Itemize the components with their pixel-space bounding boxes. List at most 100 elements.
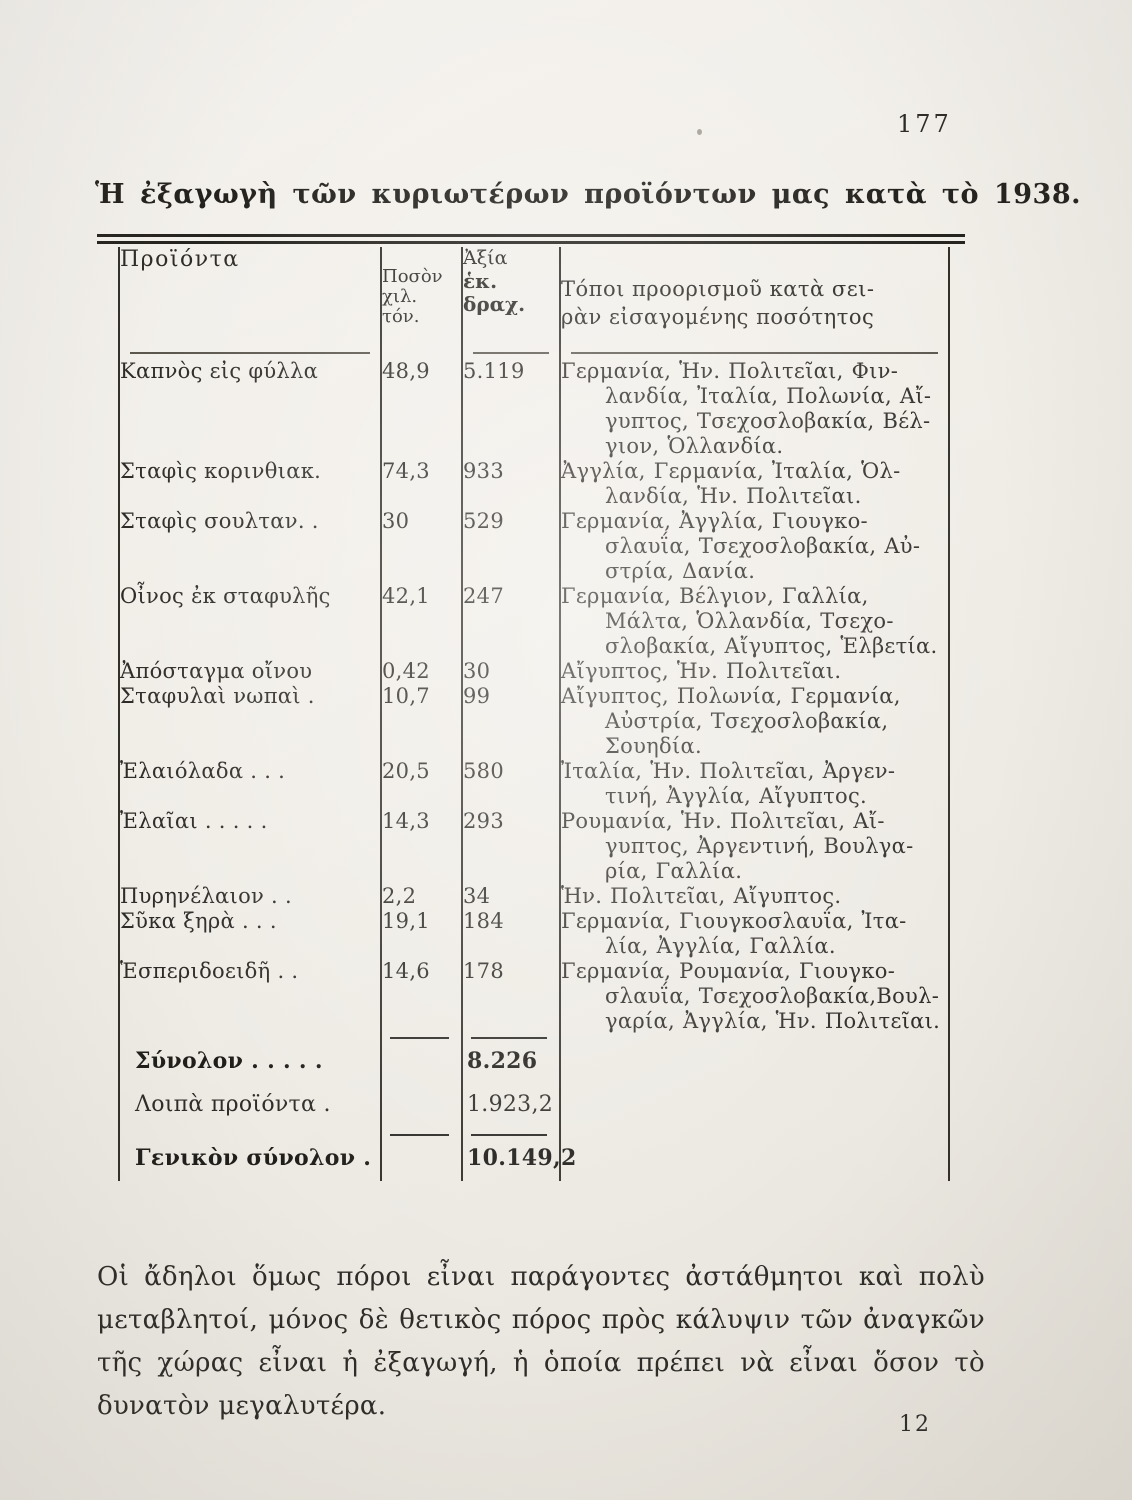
table-row-olives: Ἐλαῖαι . . . . . 14,3 293 Ρουμανία, Ἡν. … xyxy=(119,809,950,884)
table-row-wine: Οἶνος ἐκ σταφυλῆς 42,1 247 Γερμανία, Βέλ… xyxy=(119,584,950,659)
table-row-wine-distillate: Ἀπόσταγμα οἴνου 0,42 30 Αἴγυπτος, Ἡν. Πο… xyxy=(119,659,950,684)
page-title: Ἡ ἐξαγωγὴ τῶν κυριωτέρων προϊόντων μας κ… xyxy=(95,179,1082,210)
total-value-cell: 10.149,2 xyxy=(462,1139,576,1181)
total-value: 10.149,2 xyxy=(467,1145,577,1171)
quantity-cell: 0,42 xyxy=(381,659,463,684)
sum-rule xyxy=(471,1037,547,1039)
header-row: Προϊόντα Ποσὸν χιλ. τόν. Ἀξία ἑκ. δραχ. … xyxy=(119,247,950,359)
table-row-sultanas: Σταφὶς σουλταν. . 30 529 Γερμανία, Ἀγγλί… xyxy=(119,509,950,584)
signature-number: 12 xyxy=(899,1412,931,1437)
sum-rule xyxy=(390,1037,449,1039)
total-row-other-products: Λοιπὰ προϊόντα . 1.923,2 xyxy=(119,1092,950,1131)
product-cell: Σταφυλαὶ νωπαὶ . xyxy=(119,684,382,759)
column-header-value-line2: ἑκ. δραχ. xyxy=(463,269,526,316)
product-cell: Πυρηνέλαιον . . xyxy=(119,884,382,909)
table-row-olive-oil: Ἐλαιόλαδα . . . 20,5 580 Ἰταλία, Ἡν. Πολ… xyxy=(119,759,950,809)
total-value: 8.226 xyxy=(467,1048,538,1074)
sum-rule-cell xyxy=(462,1131,561,1139)
total-label-cell: Λοιπὰ προϊόντα . xyxy=(119,1092,382,1131)
total-value-cell: 1.923,2 xyxy=(462,1092,561,1131)
product-cell: Ἐλαῖαι . . . . . xyxy=(119,809,382,884)
exports-table-block: Προϊόντα Ποσὸν χιλ. τόν. Ἀξία ἑκ. δραχ. … xyxy=(97,234,965,1181)
destinations-text: Γερμανία, Βέλγιον, Γαλλία, Μάλτα, Ὁλλανδ… xyxy=(561,584,938,658)
destinations-text: Γερμανία, Γιουγκοσλαυΐα, Ἰτα- λία, Ἀγγλί… xyxy=(561,909,907,958)
empty-cell xyxy=(119,1131,382,1139)
destinations-cell xyxy=(560,1092,950,1131)
ink-speck xyxy=(697,129,702,135)
header-underline xyxy=(473,352,549,354)
quantity-cell: 20,5 xyxy=(381,759,463,809)
quantity-cell xyxy=(381,1042,463,1092)
empty-cell xyxy=(560,1034,950,1042)
table-row-fresh-grapes: Σταφυλαὶ νωπαὶ . 10,7 99 Αἴγυπτος, Πολων… xyxy=(119,684,950,759)
destinations-text: Ρουμανία, Ἡν. Πολιτεῖαι, Αἴ- γυπτος, Ἀργ… xyxy=(561,809,914,883)
subtotal-rule-row xyxy=(119,1034,950,1042)
destinations-cell: Ρουμανία, Ἡν. Πολιτεῖαι, Αἴ- γυπτος, Ἀργ… xyxy=(560,809,950,884)
quantity-cell: 48,9 xyxy=(381,359,463,459)
total-row-synolon: Σύνολον . . . . . 8.226 xyxy=(119,1042,950,1092)
destinations-cell: Αἴγυπτος, Ἡν. Πολιτεῖαι. xyxy=(560,659,950,684)
empty-cell xyxy=(560,1131,950,1139)
total-row-grand-total: Γενικὸν σύνολον . 10.149,2 xyxy=(119,1139,950,1181)
product-cell: Οἶνος ἐκ σταφυλῆς xyxy=(119,584,382,659)
total-label: Λοιπὰ προϊόντα . xyxy=(135,1092,331,1117)
destinations-text: Αἴγυπτος, Ἡν. Πολιτεῖαι. xyxy=(561,659,842,683)
value-cell: 580 xyxy=(462,759,561,809)
destinations-cell xyxy=(560,1139,950,1181)
header-underline xyxy=(571,352,938,354)
product-cell: Ἑσπεριδοειδῆ . . xyxy=(119,959,382,1034)
quantity-cell: 74,3 xyxy=(381,459,463,509)
destinations-cell: Γερμανία, Ἡν. Πολιτεῖαι, Φιν- λανδία, Ἰτ… xyxy=(560,359,950,459)
paragraph-line: Οἱ ἄδηλοι ὅμως πόροι εἶναι παράγοντες ἀσ… xyxy=(97,1262,985,1292)
exports-table: Προϊόντα Ποσὸν χιλ. τόν. Ἀξία ἑκ. δραχ. … xyxy=(118,247,950,1181)
destinations-cell: Ἰταλία, Ἡν. Πολιτεῖαι, Ἀργεν- τινή, Ἀγγλ… xyxy=(560,759,950,809)
quantity-cell: 14,3 xyxy=(381,809,463,884)
destinations-text: Γερμανία, Ρουμανία, Γιουγκο- σλαυΐα, Τσε… xyxy=(561,959,941,1033)
body-paragraph: Οἱ ἄδηλοι ὅμως πόροι εἶναι παράγοντες ἀσ… xyxy=(97,1256,985,1428)
column-header-value-line1: Ἀξία xyxy=(463,247,508,269)
sum-rule-cell xyxy=(462,1034,561,1042)
total-label-cell: Γενικὸν σύνολον . xyxy=(119,1139,382,1181)
quantity-cell xyxy=(381,1139,463,1181)
destinations-text: Αἴγυπτος, Πολωνία, Γερμανία, Αὐστρία, Τσ… xyxy=(561,684,901,758)
quantity-cell: 10,7 xyxy=(381,684,463,759)
value-cell: 5.119 xyxy=(462,359,561,459)
table-row-tobacco: Καπνὸς εἰς φύλλα 48,9 5.119 Γερμανία, Ἡν… xyxy=(119,359,950,459)
column-header-products-label: Προϊόντα xyxy=(120,247,240,272)
paragraph-line: δυνατὸν μεγαλυτέρα. xyxy=(97,1391,387,1421)
column-header-quantity: Ποσὸν χιλ. τόν. xyxy=(381,247,463,359)
double-top-rule xyxy=(97,234,965,244)
destinations-cell: Ἀγγλία, Γερμανία, Ἰταλία, Ὁλ- λανδία, Ἡν… xyxy=(560,459,950,509)
grand-total-rule-row xyxy=(119,1131,950,1139)
quantity-cell: 2,2 xyxy=(381,884,463,909)
product-cell: Σταφὶς σουλταν. . xyxy=(119,509,382,584)
table-row-citrus: Ἑσπεριδοειδῆ . . 14,6 178 Γερμανία, Ρουμ… xyxy=(119,959,950,1034)
value-cell: 293 xyxy=(462,809,561,884)
table-row-currants: Σταφὶς κορινθιακ. 74,3 933 Ἀγγλία, Γερμα… xyxy=(119,459,950,509)
destinations-text: Ἰταλία, Ἡν. Πολιτεῖαι, Ἀργεν- τινή, Ἀγγλ… xyxy=(561,759,896,808)
quantity-cell: 42,1 xyxy=(381,584,463,659)
total-label: Γενικὸν σύνολον . xyxy=(135,1145,372,1171)
value-cell: 178 xyxy=(462,959,561,1034)
quantity-cell: 19,1 xyxy=(381,909,463,959)
paragraph-line: τῆς χώρας εἶναι ἡ ἐξαγωγή, ἡ ὁποία πρέπε… xyxy=(97,1348,985,1378)
destinations-text: Γερμανία, Ἡν. Πολιτεῖαι, Φιν- λανδία, Ἰτ… xyxy=(561,359,932,458)
column-header-value: Ἀξία ἑκ. δραχ. xyxy=(462,247,561,359)
destinations-cell: Αἴγυπτος, Πολωνία, Γερμανία, Αὐστρία, Τσ… xyxy=(560,684,950,759)
column-header-products: Προϊόντα xyxy=(119,247,382,359)
sum-rule-cell xyxy=(381,1131,463,1139)
value-cell: 34 xyxy=(462,884,561,909)
quantity-cell: 30 xyxy=(381,509,463,584)
sum-rule xyxy=(390,1134,449,1136)
column-header-destinations-label: Τόποι προορισμοῦ κατὰ σει- ρὰν εἰσαγομέν… xyxy=(561,277,875,329)
table-row-kernel-oil: Πυρηνέλαιον . . 2,2 34 Ἡν. Πολιτεῖαι, Αἴ… xyxy=(119,884,950,909)
value-cell: 247 xyxy=(462,584,561,659)
quantity-cell: 14,6 xyxy=(381,959,463,1034)
destinations-cell: Γερμανία, Ἀγγλία, Γιουγκο- σλαυΐα, Τσεχο… xyxy=(560,509,950,584)
product-cell: Ἐλαιόλαδα . . . xyxy=(119,759,382,809)
empty-cell xyxy=(119,1034,382,1042)
product-cell: Σῦκα ξηρὰ . . . xyxy=(119,909,382,959)
quantity-cell xyxy=(381,1092,463,1131)
destinations-cell: Γερμανία, Βέλγιον, Γαλλία, Μάλτα, Ὁλλανδ… xyxy=(560,584,950,659)
